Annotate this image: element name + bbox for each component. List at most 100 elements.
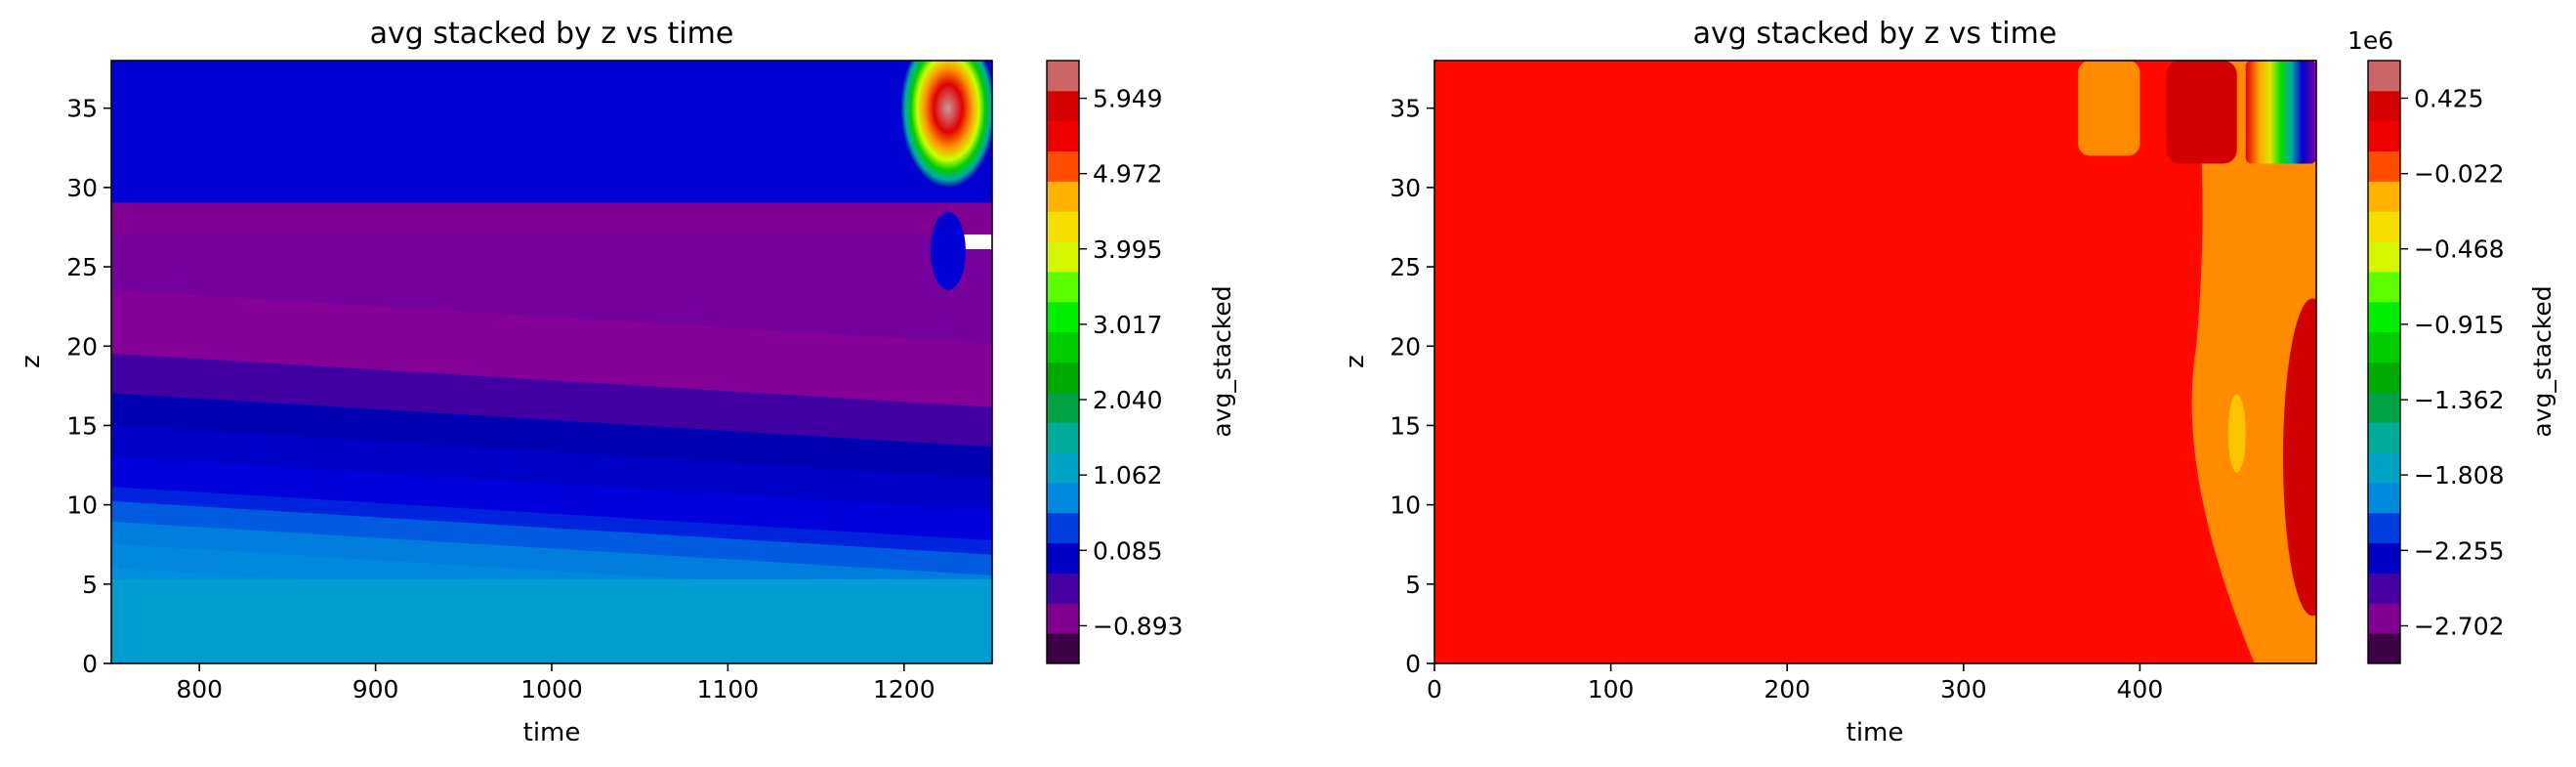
y-tick-label: 5 [82, 571, 98, 599]
x-tick-label: 1000 [520, 675, 583, 703]
colorbar-level [1047, 211, 1079, 242]
chart-2-colorbar-offset-text: 1e6 [2347, 26, 2393, 55]
x-tick-label: 400 [2117, 675, 2164, 703]
chart-1-contour-field [111, 61, 992, 663]
colorbar-tick-label: −0.915 [2414, 311, 2505, 339]
x-tick-label: 300 [1940, 675, 1987, 703]
chart-1-y-axis: 0 5 10 15 20 25 30 35 [66, 95, 111, 678]
chart-1-title: avg stacked by z vs time [370, 17, 734, 51]
chart-2-x-axis: 0 100 200 300 400 [1427, 663, 2163, 703]
colorbar-level [2368, 482, 2400, 514]
colorbar-level [1047, 633, 1079, 664]
contour-background [1434, 61, 2316, 663]
colorbar-tick-label: −0.022 [2414, 160, 2505, 189]
contour-band [2078, 61, 2140, 156]
x-tick-label: 1100 [697, 675, 760, 703]
colorbar-level [2368, 211, 2400, 242]
colorbar-tick-label: −2.255 [2414, 536, 2505, 565]
colorbar-tick-label: −1.362 [2414, 386, 2505, 414]
y-tick-label: 10 [66, 491, 98, 520]
colorbar-level [2368, 120, 2400, 152]
contour-band [111, 578, 992, 663]
y-tick-label: 20 [66, 332, 98, 361]
colorbar-level [1047, 301, 1079, 333]
colorbar-level [1047, 150, 1079, 182]
chart-1-colorbar: −0.893 0.085 1.062 2.040 3.017 3.995 4.972 5.94… [1046, 60, 1184, 664]
colorbar-level [1047, 573, 1079, 604]
chart-2-x-axis-label: time [1847, 718, 1904, 747]
chart-2: avg stacked by z vs time 0 100 200 300 400 0… [1341, 17, 2556, 747]
colorbar-tick-label: 3.995 [1093, 235, 1163, 264]
x-tick-label: 100 [1588, 675, 1635, 703]
colorbar-level [1047, 271, 1079, 303]
contour-blue-spot [930, 211, 966, 290]
colorbar-level [1047, 603, 1079, 634]
y-tick-label: 25 [1390, 253, 1421, 281]
y-tick-label: 15 [66, 411, 98, 440]
colorbar-level [1047, 542, 1079, 574]
y-tick-label: 5 [1405, 571, 1421, 599]
colorbar-level [2368, 603, 2400, 634]
colorbar-level [1047, 452, 1079, 484]
y-tick-label: 30 [66, 174, 98, 202]
contour-band [2245, 61, 2316, 164]
colorbar-level [2368, 452, 2400, 484]
colorbar-level [1047, 241, 1079, 273]
colorbar-frame [2367, 60, 2401, 664]
colorbar-level [2368, 331, 2400, 362]
x-tick-label: 0 [1427, 675, 1442, 703]
colorbar-tick-label: −2.702 [2414, 612, 2505, 640]
colorbar-level [2368, 422, 2400, 453]
colorbar-level [2368, 61, 2400, 92]
colorbar-level [1047, 331, 1079, 362]
colorbar-tick-label: 0.085 [1093, 536, 1163, 565]
colorbar-level [1047, 422, 1079, 453]
colorbar-level [2368, 573, 2400, 604]
y-tick-label: 30 [1390, 174, 1421, 202]
colorbar-level [1047, 482, 1079, 514]
x-tick-label: 1200 [873, 675, 935, 703]
colorbar-tick-label: 2.040 [1093, 386, 1163, 414]
chart-2-contour-field [1434, 61, 2316, 663]
colorbar-tick-label: 3.017 [1093, 311, 1163, 339]
colorbar-level [2368, 271, 2400, 303]
colorbar-level [1047, 90, 1079, 122]
colorbar-tick-label: −0.893 [1093, 612, 1184, 640]
chart-2-title: avg stacked by z vs time [1693, 17, 2057, 51]
colorbar-level [2368, 90, 2400, 122]
colorbar-level [2368, 362, 2400, 393]
x-tick-label: 900 [353, 675, 399, 703]
colorbar-level [2368, 392, 2400, 423]
colorbar-level [2368, 181, 2400, 212]
colorbar-tick-label: 0.425 [2414, 85, 2484, 113]
y-tick-label: 0 [82, 650, 98, 678]
y-tick-label: 25 [66, 253, 98, 281]
colorbar-level [2368, 241, 2400, 273]
colorbar-level [1047, 512, 1079, 544]
y-tick-label: 10 [1390, 491, 1421, 520]
chart-1-x-axis: 800 900 1000 1100 1200 [176, 663, 935, 703]
colorbar-level [2368, 633, 2400, 664]
contour-band [2166, 61, 2237, 164]
colorbar-tick-label: 5.949 [1093, 85, 1163, 113]
y-tick-label: 0 [1405, 650, 1421, 678]
colorbar-tick-label: −1.808 [2414, 461, 2505, 490]
y-tick-label: 35 [66, 95, 98, 123]
colorbar-level [1047, 181, 1079, 212]
contour-spot [2227, 394, 2246, 473]
y-tick-label: 15 [1390, 411, 1421, 440]
colorbar-tick-label: 1.062 [1093, 461, 1163, 490]
y-tick-label: 20 [1390, 332, 1421, 361]
chart-1: avg stacked by z vs time 800 900 1000 1100 1… [17, 17, 1236, 747]
colorbar-level [2368, 542, 2400, 574]
colorbar-tick-label: −0.468 [2414, 235, 2505, 264]
colorbar-level [2368, 512, 2400, 544]
chart-1-colorbar-label: avg_stacked [1208, 285, 1236, 437]
chart-1-y-axis-label: z [17, 355, 46, 368]
chart-2-colorbar: −2.702 −2.255 −1.808 −1.362 −0.915 −0.468 −0.0… [2367, 60, 2505, 664]
chart-2-colorbar-label: avg_stacked [2528, 285, 2556, 437]
colorbar-level [1047, 362, 1079, 393]
chart-2-y-axis: 0 5 10 15 20 25 30 35 [1390, 95, 1434, 678]
chart-2-plot-frame [1433, 60, 2317, 664]
